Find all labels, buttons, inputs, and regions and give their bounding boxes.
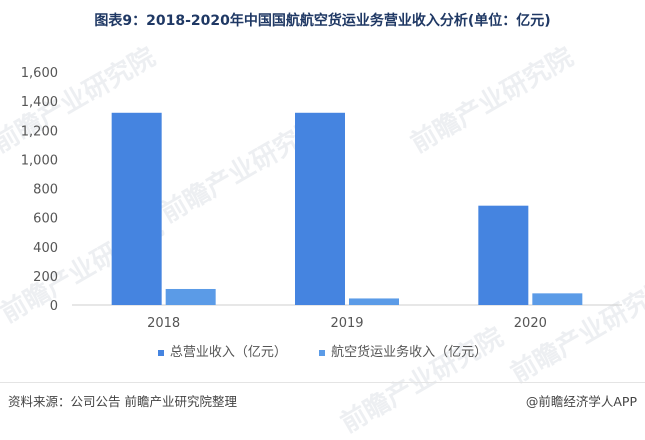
y-tick-label: 200 (33, 270, 58, 285)
y-tick-label: 1,600 (21, 66, 58, 81)
bar-total-revenue-2018 (111, 112, 162, 306)
y-tick-label: 400 (33, 241, 58, 256)
footer-divider (0, 382, 645, 383)
brand-text: @前瞻经济学人APP (525, 394, 637, 409)
footer: 资料来源：公司公告 前瞻产业研究院整理 @前瞻经济学人APP (8, 391, 637, 410)
chart-title: 图表9：2018-2020年中国国航航空货运业务营业收入分析(单位：亿元) (94, 13, 551, 29)
bar-cargo-revenue-2020 (532, 293, 583, 305)
bar-chart: 0 200 400 600 800 1,000 1,200 1,400 1,600 2018 201… (21, 66, 622, 331)
legend-item-total-revenue: 总营业收入（亿元） (157, 341, 287, 360)
y-tick-label: 0 (50, 299, 58, 314)
legend: 总营业收入（亿元） 航空货运业务收入（亿元） (0, 341, 645, 360)
y-tick-label: 1,400 (21, 95, 58, 110)
y-tick-label: 1,200 (21, 124, 58, 139)
bar-total-revenue-2020 (478, 205, 529, 305)
legend-label-cargo-revenue: 航空货运业务收入（亿元） (331, 345, 488, 360)
bar-cargo-revenue-2019 (349, 298, 399, 305)
y-tick-label: 600 (33, 212, 58, 227)
y-tick-label: 1,000 (21, 153, 58, 168)
legend-swatch-total-revenue (157, 349, 164, 356)
x-tick-label: 2020 (514, 316, 547, 331)
y-tick-label: 800 (33, 183, 58, 198)
bar-total-revenue-2019 (295, 112, 345, 306)
source-text: 资料来源：公司公告 前瞻产业研究院整理 (8, 394, 237, 409)
legend-label-total-revenue: 总营业收入（亿元） (169, 345, 287, 360)
legend-item-cargo-revenue: 航空货运业务收入（亿元） (319, 341, 487, 360)
bar-cargo-revenue-2018 (165, 288, 216, 305)
x-tick-label: 2019 (330, 316, 363, 331)
legend-swatch-cargo-revenue (319, 349, 326, 356)
x-tick-label: 2018 (147, 316, 180, 331)
